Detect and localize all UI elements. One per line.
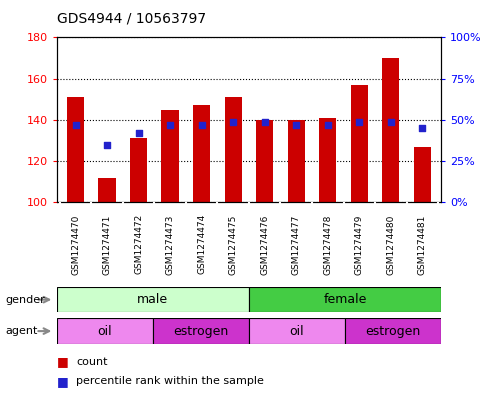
Point	[419, 125, 426, 131]
Bar	[256, 120, 274, 202]
Point	[198, 122, 206, 128]
Text: count: count	[76, 356, 108, 367]
Text: GSM1274473: GSM1274473	[166, 214, 175, 275]
Bar	[153, 318, 249, 344]
Text: oil: oil	[290, 325, 304, 338]
Text: female: female	[323, 293, 367, 306]
Bar	[287, 120, 305, 202]
Text: GSM1274477: GSM1274477	[292, 214, 301, 275]
Bar	[57, 287, 249, 312]
Text: GDS4944 / 10563797: GDS4944 / 10563797	[57, 12, 206, 26]
Bar	[345, 318, 441, 344]
Text: ■: ■	[57, 355, 69, 368]
Text: ■: ■	[57, 375, 69, 388]
Bar	[99, 178, 116, 202]
Text: GSM1274474: GSM1274474	[197, 214, 206, 274]
Text: estrogen: estrogen	[365, 325, 421, 338]
Text: oil: oil	[98, 325, 112, 338]
Bar	[249, 287, 441, 312]
Text: estrogen: estrogen	[173, 325, 229, 338]
Text: percentile rank within the sample: percentile rank within the sample	[76, 376, 264, 386]
Point	[261, 118, 269, 125]
Bar	[130, 138, 147, 202]
Point	[387, 118, 395, 125]
Bar	[351, 85, 368, 202]
Text: GSM1274479: GSM1274479	[355, 214, 364, 275]
Bar	[57, 318, 153, 344]
Point	[166, 122, 174, 128]
Text: GSM1274481: GSM1274481	[418, 214, 427, 275]
Bar	[414, 147, 431, 202]
Bar	[162, 110, 179, 202]
Bar	[249, 318, 345, 344]
Text: GSM1274475: GSM1274475	[229, 214, 238, 275]
Point	[292, 122, 300, 128]
Point	[71, 122, 79, 128]
Point	[229, 118, 237, 125]
Text: GSM1274478: GSM1274478	[323, 214, 332, 275]
Text: gender: gender	[5, 295, 45, 305]
Bar	[319, 118, 336, 202]
Point	[324, 122, 332, 128]
Text: GSM1274471: GSM1274471	[103, 214, 111, 275]
Bar	[224, 97, 242, 202]
Point	[135, 130, 142, 136]
Text: agent: agent	[5, 326, 37, 336]
Text: GSM1274470: GSM1274470	[71, 214, 80, 275]
Bar	[193, 105, 211, 202]
Bar	[382, 58, 399, 202]
Text: GSM1274476: GSM1274476	[260, 214, 269, 275]
Bar	[67, 97, 84, 202]
Point	[103, 141, 111, 148]
Text: GSM1274480: GSM1274480	[387, 214, 395, 275]
Point	[355, 118, 363, 125]
Text: male: male	[137, 293, 169, 306]
Text: GSM1274472: GSM1274472	[134, 214, 143, 274]
